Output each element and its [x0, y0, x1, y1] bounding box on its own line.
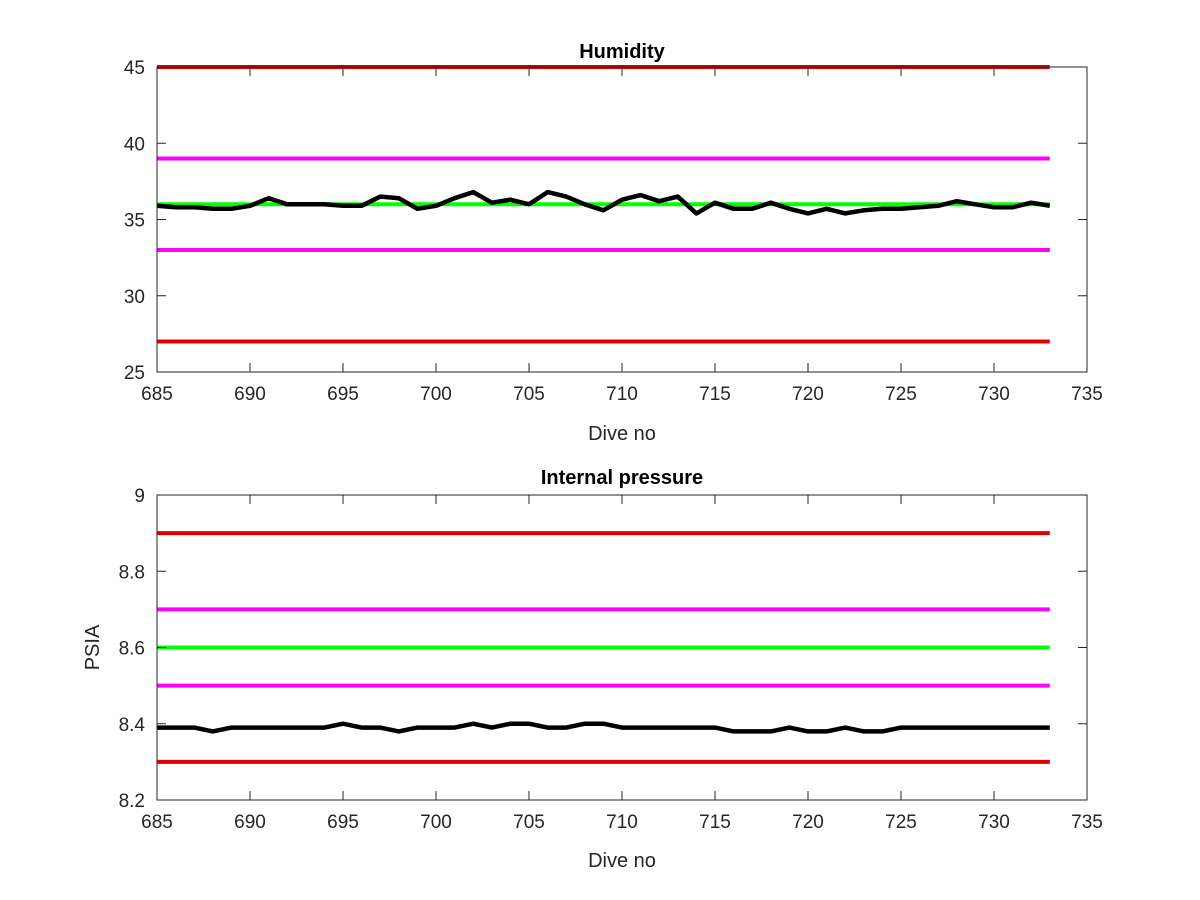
- chart1-y-tick-label: 8.2: [119, 791, 145, 812]
- chart1-x-tick-label: 700: [420, 812, 452, 833]
- chart0-x-tick-label: 735: [1071, 384, 1103, 405]
- chart1-x-tick-label: 720: [792, 812, 824, 833]
- chart1-x-tick-label: 715: [699, 812, 731, 833]
- chart0-x-tick-label: 730: [978, 384, 1010, 405]
- chart1-x-tick-label: 710: [606, 812, 638, 833]
- chart1-x-tick-label: 725: [885, 812, 917, 833]
- chart1-y-tick-label: 8.8: [119, 562, 145, 583]
- chart0-x-tick-label: 690: [234, 384, 266, 405]
- chart0-x-tick-label: 710: [606, 384, 638, 405]
- chart1-y-tick-label: 9: [134, 486, 145, 507]
- chart0-y-tick-label: 35: [124, 211, 145, 232]
- chart0-x-tick-label: 700: [420, 384, 452, 405]
- chart1-x-tick-label: 690: [234, 812, 266, 833]
- internal-pressure-subplot: 685 690 695 700 705 710 715 720 725 730 735 8.2 8.4 8…: [82, 467, 1103, 872]
- humidity-subplot: 685 690 695 700 705 710 715 720 725 730 735 25 30 35 4…: [124, 41, 1103, 445]
- chart0-series-measured: [156, 189, 1051, 216]
- chart0-y-tick-label: 40: [124, 134, 145, 155]
- chart0-x-tick-label: 720: [792, 384, 824, 405]
- chart1-y-axis-label: PSIA: [82, 624, 104, 670]
- chart0-x-tick-label: 685: [141, 384, 173, 405]
- chart0-title: Humidity: [579, 41, 665, 63]
- chart1-x-tick-label: 685: [141, 812, 173, 833]
- chart1-title: Internal pressure: [541, 467, 703, 489]
- chart0-x-tick-label: 695: [327, 384, 359, 405]
- chart1-y-tick-label: 8.6: [119, 639, 145, 660]
- chart0-x-tick-label: 725: [885, 384, 917, 405]
- chart0-x-axis-label: Dive no: [588, 423, 656, 445]
- chart0-y-tick-label: 25: [124, 363, 145, 384]
- chart1-y-tick-label: 8.4: [119, 715, 146, 736]
- chart1-x-tick-label: 730: [978, 812, 1010, 833]
- chart1-x-tick-label: 695: [327, 812, 359, 833]
- chart0-x-tick-label: 715: [699, 384, 731, 405]
- chart0-plot-area: [157, 67, 1087, 372]
- chart0-x-tick-label: 705: [513, 384, 545, 405]
- chart1-series-measured: [157, 721, 1050, 734]
- chart1-x-axis-label: Dive no: [588, 850, 656, 872]
- chart0-y-tick-label: 30: [124, 287, 145, 308]
- chart1-x-tick-label: 735: [1071, 812, 1103, 833]
- chart1-x-tick-label: 705: [513, 812, 545, 833]
- chart0-y-tick-label: 45: [124, 58, 145, 79]
